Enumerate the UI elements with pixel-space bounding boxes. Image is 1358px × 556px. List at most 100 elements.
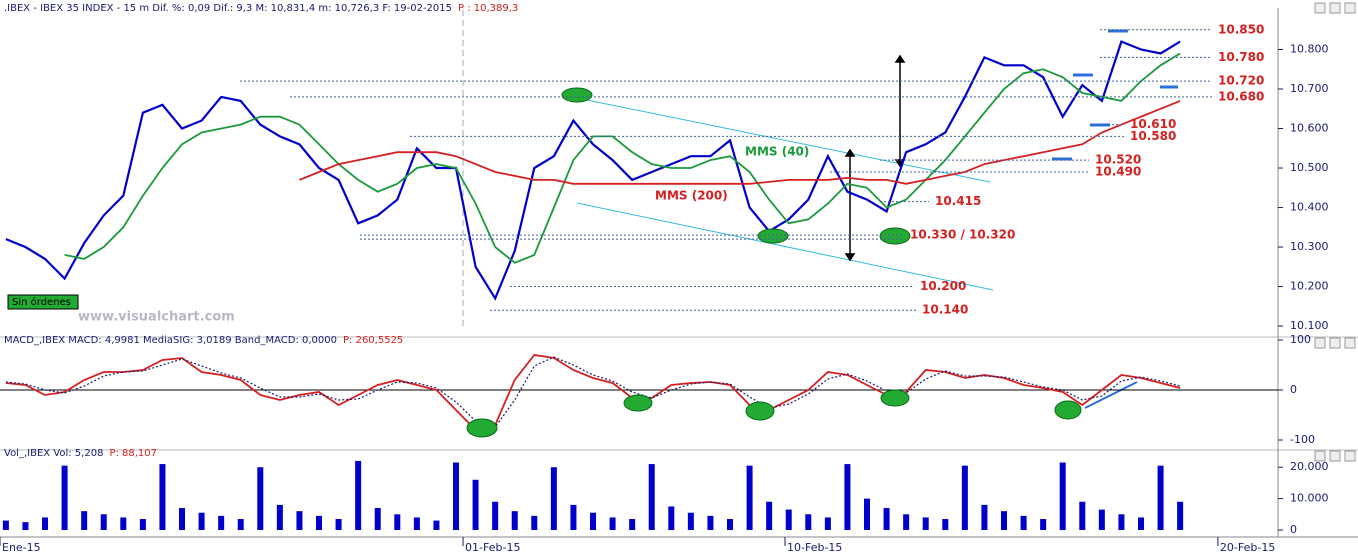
note-box (7, 294, 79, 310)
volume-bar (727, 519, 734, 530)
y-tick-label: 10.000 (1290, 492, 1329, 505)
volume-bar (844, 464, 851, 530)
volume-bar (511, 511, 518, 530)
volume-bar (179, 508, 186, 530)
volume-bar (805, 514, 812, 530)
divergence-line (1084, 381, 1138, 409)
header-price: P: 88,107 (109, 448, 157, 459)
volume-bar (120, 517, 127, 530)
volume-bar (942, 519, 949, 530)
volume-bar (531, 515, 538, 530)
button[interactable] (1344, 337, 1356, 349)
button[interactable] (1329, 450, 1341, 462)
volume-bar (570, 504, 577, 530)
volume-bar (1157, 465, 1164, 530)
x-tick-label: 20-Feb-15 (1220, 541, 1275, 554)
series-line (64, 52, 1181, 264)
y-tick-label: 0 (1290, 383, 1297, 396)
button[interactable] (1329, 337, 1341, 349)
chart-header: .IBEX - IBEX 35 INDEX - 15 m Dif. %: 0,0… (4, 3, 518, 14)
level-label: 10.200 (920, 279, 966, 293)
volume-bar (668, 506, 675, 530)
volume-bar (981, 504, 988, 530)
volume-bar (139, 519, 146, 530)
level-label: 10.610 (1130, 117, 1176, 131)
y-tick-label: 10.100 (1290, 319, 1329, 332)
volume-bar (492, 501, 499, 530)
volume-bar (590, 512, 597, 530)
x-tick-label: 10-Feb-15 (787, 541, 842, 554)
button[interactable] (1314, 450, 1326, 462)
level-label: 10.520 (1095, 153, 1141, 167)
volume-bar (316, 515, 323, 530)
volume-bar (550, 467, 557, 530)
volume-bar (1079, 501, 1086, 530)
y-tick-label: 10.200 (1290, 280, 1329, 293)
volume-bar (609, 517, 616, 530)
y-tick-label: 100 (1290, 333, 1311, 346)
x-tick-label: 01-Feb-15 (465, 541, 520, 554)
header-price: P: 260,5525 (343, 335, 403, 346)
level-label: 10.720 (1218, 74, 1264, 88)
series-line (5, 354, 1181, 432)
y-tick-label: 10.400 (1290, 201, 1329, 214)
y-tick-label: 10.300 (1290, 240, 1329, 253)
volume-bar (453, 462, 460, 530)
header-price: P : 10,389,3 (458, 3, 518, 14)
volume-bar (961, 465, 968, 530)
volume-bar (1177, 501, 1184, 530)
volume-bar (824, 517, 831, 530)
volume-bar (198, 512, 205, 530)
volume-bar (159, 464, 166, 530)
volume-bar (394, 514, 401, 530)
header-text: Vol_,IBEX Vol: 5,208 (4, 448, 103, 459)
legend-label: MMS (40) (745, 145, 809, 159)
y-tick-label: 20.000 (1290, 460, 1329, 473)
macd-header: MACD_,IBEX MACD: 4,9981 MediaSIG: 3,0189… (4, 335, 403, 346)
volume-bar (922, 517, 929, 530)
trend-channel (576, 97, 991, 183)
series-line (5, 40, 1181, 301)
button[interactable] (1314, 337, 1326, 349)
volume-bar (472, 479, 479, 530)
level-label: 10.490 (1095, 164, 1141, 178)
y-tick-label: 10.600 (1290, 122, 1329, 135)
button[interactable] (1314, 2, 1326, 14)
trend-channel (576, 202, 994, 291)
volume-bar (42, 517, 49, 530)
volume-bar (1138, 517, 1145, 530)
button[interactable] (1344, 2, 1356, 14)
x-tick-label: Ene-15 (2, 541, 41, 554)
button[interactable] (1329, 2, 1341, 14)
series-line (299, 100, 1181, 185)
level-label: 10.680 (1218, 89, 1264, 103)
legend-label: MMS (200) (655, 189, 728, 203)
volume-header: Vol_,IBEX Vol: 5,208 P: 88,107 (4, 448, 157, 459)
button[interactable] (1344, 450, 1356, 462)
volume-bar (883, 508, 890, 530)
volume-bar (766, 501, 773, 530)
volume-bar (1059, 462, 1066, 530)
volume-bar (746, 465, 753, 530)
volume-bar (433, 520, 440, 530)
volume-bar (355, 460, 362, 530)
volume-bar (1098, 509, 1105, 530)
volume-bar (413, 517, 420, 530)
level-label: 10.415 (935, 194, 981, 208)
watermark: www.visualchart.com (78, 310, 235, 325)
volume-bar (1118, 514, 1125, 530)
volume-bar (687, 512, 694, 530)
note: Sin órdenes (12, 296, 71, 308)
volume-bar (61, 465, 68, 530)
volume-bar (629, 519, 636, 530)
y-tick-label: 0 (1290, 523, 1297, 536)
volume-bar (218, 515, 225, 530)
volume-bar (296, 511, 303, 530)
y-tick-label: 10.500 (1290, 161, 1329, 174)
level-label: 10.330 / 10.320 (910, 228, 1015, 242)
volume-bar (100, 514, 107, 530)
volume-bar (1040, 519, 1047, 530)
volume-bar (1020, 515, 1027, 530)
header-text: MACD_,IBEX MACD: 4,9981 MediaSIG: 3,0189… (4, 335, 337, 346)
